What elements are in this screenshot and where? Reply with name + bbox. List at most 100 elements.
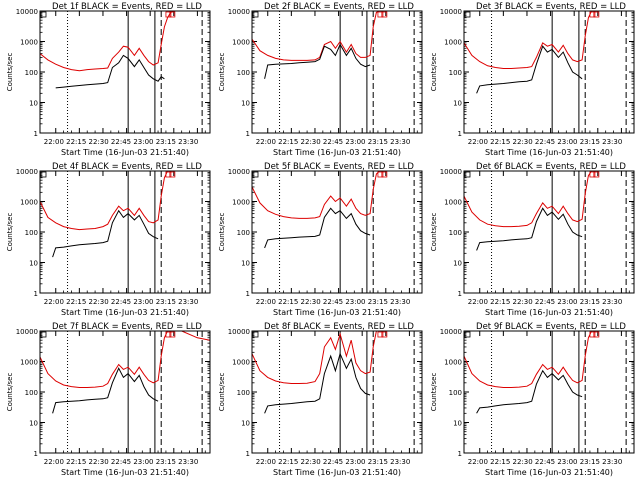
y-tick-label: 100 [449, 229, 462, 237]
panel-title: Det 7f BLACK = Events, RED = LLD [52, 322, 202, 332]
y-tick-label: 1 [246, 290, 250, 298]
x-tick-labels: 22:00 22:15 22:30 22:45 23:00 23:15 23:3… [44, 458, 199, 466]
y-tick-label: 1 [34, 450, 38, 458]
series-events-line [264, 207, 371, 249]
series-lld-line [39, 330, 211, 388]
y-tick-label: 100 [237, 229, 250, 237]
y-tick-label: 10 [29, 420, 38, 428]
saturation-marker [165, 171, 172, 178]
saturation-marker [589, 331, 596, 338]
y-tick-label: 10000 [440, 328, 462, 336]
panel-det-7f: Det 7f BLACK = Events, RED = LLD Counts/s… [6, 322, 211, 477]
x-axis-label: Start Time (16-Jun-03 21:51:40) [273, 308, 401, 317]
series-events-line [476, 207, 583, 251]
x-axis-label: Start Time (16-Jun-03 21:51:40) [273, 148, 401, 157]
panel-title: Det 3f BLACK = Events, RED = LLD [476, 2, 626, 12]
y-tick-label: 10 [241, 260, 250, 268]
series-events-line [55, 54, 165, 89]
y-tick-label: 1 [458, 130, 462, 138]
y-tick-label: 1000 [232, 39, 250, 47]
x-tick-labels: 22:00 22:15 22:30 22:45 23:00 23:15 23:3… [44, 138, 199, 146]
y-axis-label: Counts/sec [6, 373, 14, 412]
y-tick-label: 10 [453, 420, 462, 428]
corner-marker [40, 171, 47, 178]
plot-frame [39, 10, 211, 134]
series-events-line [52, 209, 159, 258]
saturation-marker [377, 331, 384, 338]
corner-marker [40, 331, 47, 338]
y-tick-label: 1000 [232, 359, 250, 367]
y-axis-label: Counts/sec [218, 373, 226, 412]
corner-marker [40, 11, 47, 18]
y-tick-label: 10 [241, 100, 250, 108]
y-tick-label: 10000 [440, 168, 462, 176]
x-axis-label: Start Time (16-Jun-03 21:51:40) [485, 308, 613, 317]
saturation-marker [381, 11, 388, 18]
panel-title: Det 1f BLACK = Events, RED = LLD [52, 2, 202, 12]
y-tick-label: 1000 [444, 39, 462, 47]
y-tick-label: 10000 [228, 328, 250, 336]
series-events-line [264, 352, 371, 414]
series-events-line [476, 369, 583, 414]
corner-marker [464, 11, 471, 18]
y-tick-label: 1000 [20, 39, 38, 47]
panel-det-3f: Det 3f BLACK = Events, RED = LLD Counts/s… [430, 2, 635, 157]
saturation-marker [593, 331, 600, 338]
panel-det-2f: Det 2f BLACK = Events, RED = LLD Counts/s… [218, 2, 423, 157]
y-tick-label: 10000 [228, 8, 250, 16]
series-lld-line [463, 170, 634, 228]
y-axis-label: Counts/sec [430, 213, 438, 252]
x-axis-label: Start Time (16-Jun-03 21:51:40) [61, 308, 189, 317]
x-tick-labels: 22:00 22:15 22:30 22:45 23:00 23:15 23:3… [468, 138, 623, 146]
saturation-marker [593, 171, 600, 178]
y-tick-label: 100 [25, 389, 38, 397]
x-tick-labels: 22:00 22:15 22:30 22:45 23:00 23:15 23:3… [44, 298, 199, 306]
y-tick-label: 100 [237, 69, 250, 77]
y-axis-label: Counts/sec [430, 373, 438, 412]
y-tick-label: 100 [25, 69, 38, 77]
y-tick-label: 100 [449, 389, 462, 397]
x-axis-label: Start Time (16-Jun-03 21:51:40) [61, 148, 189, 157]
plot-frame [39, 330, 211, 454]
y-tick-label: 10 [453, 100, 462, 108]
plot-frame [463, 330, 635, 454]
y-tick-label: 1000 [444, 199, 462, 207]
corner-marker [252, 331, 259, 338]
x-tick-labels: 22:00 22:15 22:30 22:45 23:00 23:15 23:3… [468, 458, 623, 466]
panel-title: Det 9f BLACK = Events, RED = LLD [476, 322, 626, 332]
panel-det-1f: Det 1f BLACK = Events, RED = LLD Counts/s… [6, 2, 211, 157]
y-tick-label: 10000 [440, 8, 462, 16]
plot-frame [251, 330, 423, 454]
y-axis-label: Counts/sec [218, 53, 226, 92]
y-tick-label: 10000 [16, 328, 38, 336]
y-tick-label: 1000 [232, 199, 250, 207]
y-axis-label: Counts/sec [218, 213, 226, 252]
panel-det-4f: Det 4f BLACK = Events, RED = LLD Counts/s… [6, 162, 211, 317]
y-tick-label: 100 [25, 229, 38, 237]
saturation-marker [377, 171, 384, 178]
y-tick-label: 100 [449, 69, 462, 77]
plot-frame [251, 170, 423, 294]
y-tick-label: 1000 [444, 359, 462, 367]
saturation-marker [589, 171, 596, 178]
x-axis-label: Start Time (16-Jun-03 21:51:40) [485, 468, 613, 477]
plot-frame [39, 170, 211, 294]
y-tick-label: 1 [34, 290, 38, 298]
x-axis-label: Start Time (16-Jun-03 21:51:40) [273, 468, 401, 477]
saturation-marker [169, 11, 176, 18]
corner-marker [464, 331, 471, 338]
y-axis-label: Counts/sec [430, 53, 438, 92]
saturation-marker [593, 11, 600, 18]
saturation-marker [589, 11, 596, 18]
series-lld-line [39, 170, 210, 231]
panel-det-6f: Det 6f BLACK = Events, RED = LLD Counts/s… [430, 162, 635, 317]
corner-marker [252, 171, 259, 178]
y-axis-label: Counts/sec [6, 53, 14, 92]
panel-title: Det 6f BLACK = Events, RED = LLD [476, 162, 626, 172]
plot-frame [463, 170, 635, 294]
corner-marker [464, 171, 471, 178]
series-lld-line [251, 170, 422, 219]
plot-frame [463, 10, 635, 134]
y-tick-label: 10 [241, 420, 250, 428]
